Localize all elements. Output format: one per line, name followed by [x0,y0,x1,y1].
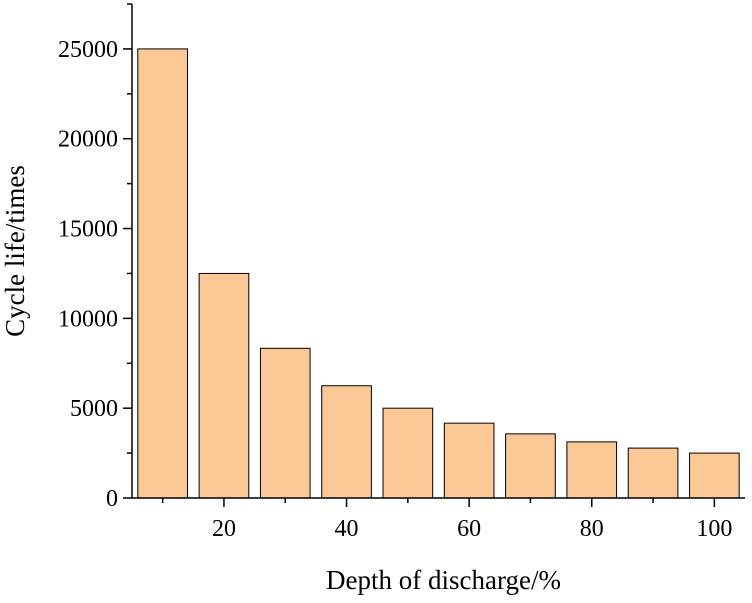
y-tick-label: 15000 [58,217,118,243]
tick-labels-group: 0 5000 10000 15000 20000 25000 20 40 60 80 100 [58,37,732,542]
x-axis-title: Depth of discharge/% [326,565,561,595]
axis-frame [131,4,745,499]
bar-40 [321,385,372,499]
bar-50 [382,407,434,499]
bar-20 [198,272,250,499]
y-tick-label: 5000 [70,396,118,422]
bar-30 [259,347,311,499]
x-tick-label: 40 [335,516,359,542]
bar-60 [443,422,495,499]
bar-100 [689,452,740,499]
bar-10 [137,48,188,499]
y-tick-label: 25000 [58,37,118,63]
bar-90 [627,447,679,499]
bar-80 [566,441,618,499]
bar-70 [505,433,556,499]
x-tick-label: 100 [696,516,732,542]
x-tick-label: 60 [457,516,481,542]
y-axis-title: Cycle life/times [0,165,30,337]
x-tick-label: 80 [580,516,604,542]
ticks-group [123,3,716,507]
bars-group [137,48,740,499]
y-tick-label: 10000 [58,306,118,332]
y-tick-label: 0 [106,486,118,512]
x-tick-label: 20 [212,516,236,542]
y-tick-label: 20000 [58,127,118,153]
